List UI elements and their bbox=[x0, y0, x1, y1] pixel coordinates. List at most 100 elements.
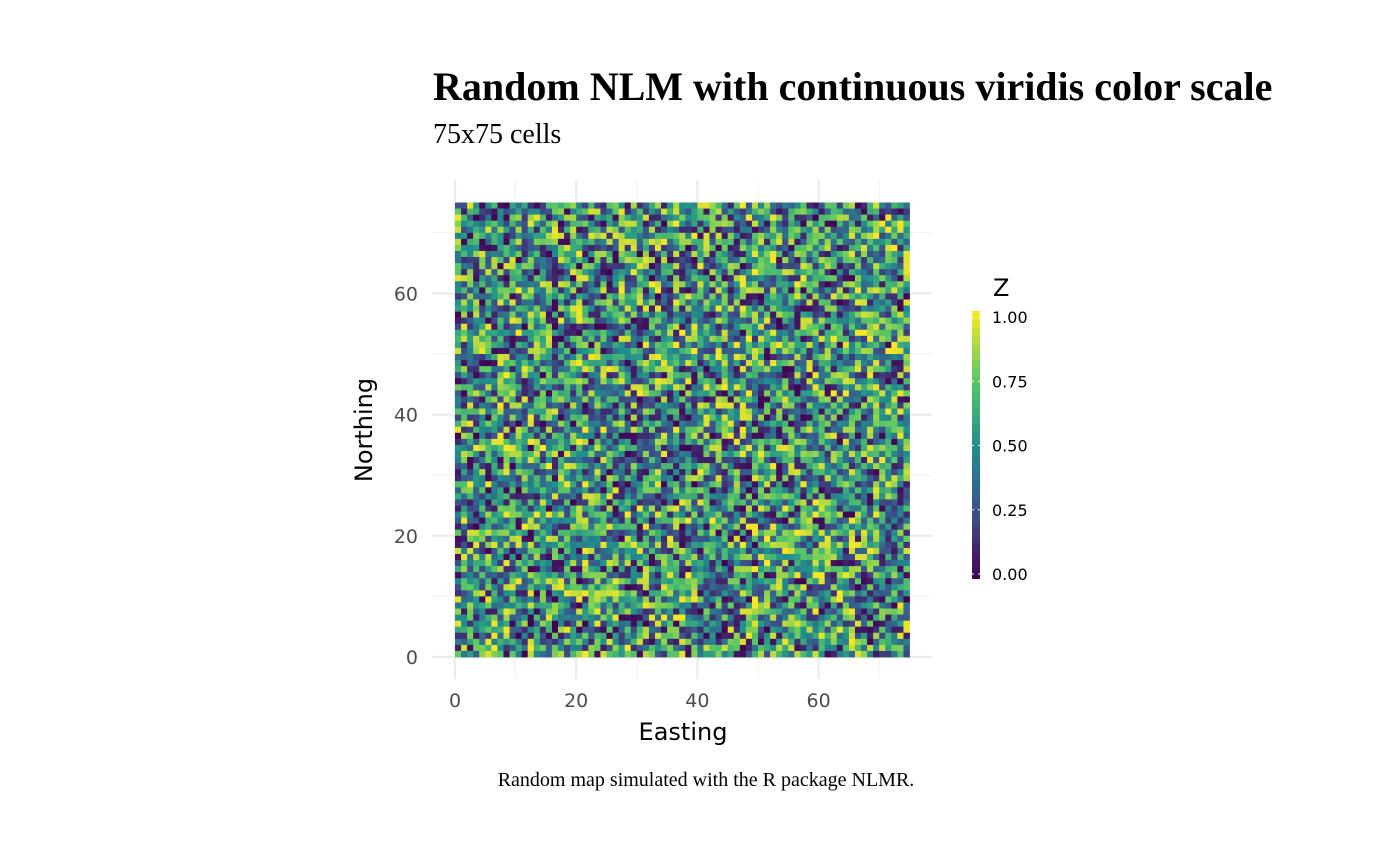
heatmap-cell bbox=[721, 238, 729, 246]
heatmap-cell bbox=[612, 493, 620, 500]
heatmap-cell bbox=[715, 226, 723, 234]
heatmap-cell bbox=[582, 214, 589, 222]
heatmap-cell bbox=[612, 250, 620, 258]
heatmap-cell bbox=[654, 420, 662, 428]
heatmap-cell bbox=[794, 535, 801, 543]
heatmap-cell bbox=[885, 317, 892, 325]
heatmap-cell bbox=[612, 450, 620, 458]
heatmap-cell bbox=[830, 529, 838, 537]
heatmap-cell bbox=[721, 553, 729, 561]
heatmap-cell bbox=[836, 541, 844, 549]
heatmap-cell bbox=[455, 341, 462, 349]
heatmap-cell bbox=[558, 202, 565, 209]
heatmap-cell bbox=[636, 287, 644, 294]
heatmap-cell bbox=[612, 347, 620, 355]
heatmap-cell bbox=[624, 566, 632, 573]
heatmap-cell bbox=[867, 347, 874, 355]
heatmap-cell bbox=[782, 250, 789, 258]
heatmap-cell bbox=[745, 311, 753, 319]
heatmap-cell bbox=[654, 232, 662, 240]
heatmap-cell bbox=[703, 263, 710, 270]
heatmap-cell bbox=[503, 457, 510, 464]
heatmap-cell bbox=[570, 560, 577, 567]
heatmap-cell bbox=[848, 553, 856, 561]
heatmap-cell bbox=[624, 354, 632, 361]
heatmap-cell bbox=[521, 317, 529, 325]
heatmap-cell bbox=[545, 214, 553, 222]
heatmap-cell bbox=[515, 244, 523, 252]
heatmap-cell bbox=[624, 317, 632, 325]
heatmap-cell bbox=[618, 341, 626, 349]
heatmap-cell bbox=[624, 384, 632, 391]
heatmap-cell bbox=[800, 511, 807, 519]
heatmap-cell bbox=[691, 438, 698, 446]
heatmap-cell bbox=[564, 384, 571, 391]
heatmap-cell bbox=[558, 529, 565, 537]
heatmap-cell bbox=[588, 366, 595, 373]
heatmap-cell bbox=[812, 408, 819, 415]
heatmap-cell bbox=[473, 311, 480, 319]
heatmap-cell bbox=[758, 420, 765, 428]
heatmap-cell bbox=[733, 450, 741, 458]
heatmap-cell bbox=[515, 402, 523, 409]
heatmap-cell bbox=[576, 281, 583, 288]
heatmap-cell bbox=[867, 329, 874, 337]
heatmap-cell bbox=[636, 444, 644, 452]
heatmap-cell bbox=[673, 517, 680, 525]
heatmap-cell bbox=[491, 566, 498, 573]
heatmap-cell bbox=[897, 202, 904, 209]
heatmap-cell bbox=[818, 408, 826, 415]
heatmap-cell bbox=[667, 481, 674, 488]
heatmap-cell bbox=[806, 481, 813, 488]
heatmap-cell bbox=[461, 535, 468, 543]
heatmap-cell bbox=[794, 523, 801, 531]
heatmap-cell bbox=[654, 547, 662, 555]
heatmap-cell bbox=[533, 347, 541, 355]
heatmap-cell bbox=[873, 541, 880, 549]
heatmap-cell bbox=[485, 281, 492, 288]
heatmap-cell bbox=[812, 354, 819, 361]
heatmap-cell bbox=[473, 414, 480, 422]
heatmap-cell bbox=[782, 311, 789, 319]
heatmap-cell bbox=[455, 481, 462, 488]
heatmap-cell bbox=[473, 354, 480, 361]
heatmap-cell bbox=[758, 475, 765, 482]
heatmap-cell bbox=[648, 214, 656, 222]
heatmap-cell bbox=[691, 444, 698, 452]
heatmap-cell bbox=[812, 475, 819, 482]
heatmap-cell bbox=[812, 481, 819, 488]
heatmap-cell bbox=[709, 408, 716, 415]
heatmap-cell bbox=[636, 347, 644, 355]
heatmap-cell bbox=[745, 505, 753, 512]
heatmap-cell bbox=[727, 402, 735, 409]
heatmap-cell bbox=[654, 208, 662, 216]
heatmap-cell bbox=[715, 566, 723, 573]
heatmap-cell bbox=[891, 414, 898, 422]
heatmap-cell bbox=[612, 426, 620, 434]
heatmap-cell bbox=[503, 299, 510, 306]
heatmap-cell bbox=[618, 547, 626, 555]
heatmap-cell bbox=[673, 493, 680, 500]
heatmap-cell bbox=[515, 493, 523, 500]
heatmap-cell bbox=[564, 602, 571, 609]
heatmap-cell bbox=[861, 457, 868, 464]
heatmap-cell bbox=[794, 450, 801, 458]
heatmap-cell bbox=[473, 475, 480, 482]
heatmap-cell bbox=[745, 493, 753, 500]
heatmap-cell bbox=[588, 390, 595, 397]
heatmap-cell bbox=[891, 257, 898, 264]
heatmap-cell bbox=[885, 535, 892, 543]
heatmap-cell bbox=[721, 226, 729, 234]
heatmap-cell bbox=[564, 347, 571, 355]
heatmap-cell bbox=[521, 390, 529, 397]
heatmap-cell bbox=[806, 341, 813, 349]
heatmap-cell bbox=[685, 329, 692, 337]
heatmap-cell bbox=[533, 360, 541, 367]
heatmap-cell bbox=[721, 450, 729, 458]
heatmap-cell bbox=[873, 250, 880, 258]
heatmap-cell bbox=[818, 311, 826, 319]
heatmap-cell bbox=[661, 499, 668, 506]
heatmap-cell bbox=[679, 214, 686, 222]
heatmap-cell bbox=[497, 238, 504, 246]
heatmap-cell bbox=[503, 432, 510, 440]
